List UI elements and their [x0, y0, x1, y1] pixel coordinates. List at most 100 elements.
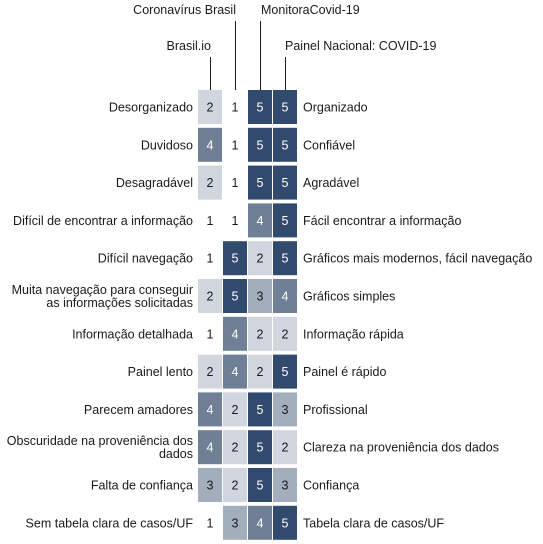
heatmap-cell: [273, 165, 297, 200]
cell-value: 3: [282, 403, 289, 417]
cell-value: 5: [282, 176, 289, 190]
cell-value: 5: [257, 138, 264, 152]
heatmap-cell: [273, 241, 297, 276]
heatmap-cell: [273, 505, 297, 540]
heatmap-cell: [248, 90, 272, 124]
cell-value: 5: [282, 516, 289, 530]
right-adjective-label: Fácil encontrar a informação: [303, 214, 461, 228]
heatmap-cell: [223, 430, 247, 465]
left-adjective-label: Painel lento: [128, 365, 193, 379]
cell-value: 2: [232, 441, 239, 455]
heatmap-cell: [198, 90, 222, 124]
left-adjective-label: Duvidoso: [141, 138, 193, 152]
cell-value: 1: [232, 214, 239, 228]
heatmap-cell: [273, 468, 297, 502]
cell-value: 4: [257, 214, 264, 228]
cell-value: 2: [232, 403, 239, 417]
heatmap-cell: [248, 505, 272, 540]
heatmap-cell: [248, 316, 272, 351]
cell-value: 5: [257, 441, 264, 455]
heatmap-cell: [223, 165, 247, 200]
right-adjective-label: Informação rápida: [303, 327, 404, 341]
heatmap-cell: [223, 316, 247, 351]
left-adjective-label: Difícil de encontrar a informação: [13, 214, 193, 228]
cell-value: 4: [207, 403, 214, 417]
heatmap-cell: [248, 127, 272, 162]
heatmap-cell: [223, 354, 247, 389]
cell-value: 5: [232, 252, 239, 266]
cell-value: 1: [232, 176, 239, 190]
right-adjective-label: Gráficos simples: [303, 290, 395, 304]
cell-value: 4: [207, 441, 214, 455]
cell-value: 1: [232, 101, 239, 115]
cell-value: 2: [282, 441, 289, 455]
heatmap-cell: [273, 127, 297, 162]
left-adjective-label: Desagradável: [116, 176, 193, 190]
cell-value: 2: [257, 327, 264, 341]
cell-value: 5: [257, 479, 264, 493]
heatmap-cell: [248, 279, 272, 313]
heatmap-cell: [248, 392, 272, 427]
heatmap-cell: [248, 354, 272, 389]
right-adjective-label: Confiável: [303, 138, 355, 152]
cell-value: 2: [282, 327, 289, 341]
cell-value: 4: [282, 290, 289, 304]
cell-value: 1: [207, 252, 214, 266]
cell-value: 5: [257, 403, 264, 417]
heatmap-cell: [273, 203, 297, 238]
cell-value: 4: [257, 516, 264, 530]
heatmap-cell: [198, 165, 222, 200]
heatmap-cell: [248, 241, 272, 276]
heatmap-cell: [248, 468, 272, 502]
column-header: Painel Nacional: COVID-19: [285, 39, 437, 53]
heatmap-cell: [198, 392, 222, 427]
cell-value: 1: [232, 138, 239, 152]
cell-value: 4: [232, 365, 239, 379]
left-adjective-label: Falta de confiança: [91, 479, 193, 493]
left-adjective-label: Obscuridade na proveniência dos: [7, 434, 193, 448]
cell-value: 3: [232, 516, 239, 530]
heatmap-cell: [223, 392, 247, 427]
heatmap-cell: [198, 203, 222, 238]
cell-value: 4: [232, 327, 239, 341]
left-adjective-label: Informação detalhada: [72, 327, 193, 341]
cell-value: 1: [207, 214, 214, 228]
left-adjective-label: Muita navegação para conseguir: [12, 283, 193, 297]
cell-value: 5: [232, 290, 239, 304]
heatmap-cell: [198, 127, 222, 162]
heatmap-cell: [223, 505, 247, 540]
heatmap-cell: [248, 430, 272, 465]
right-adjective-label: Tabela clara de casos/UF: [303, 516, 444, 530]
column-header: MonitoraCovid-19: [261, 3, 360, 17]
heatmap-cell: [223, 90, 247, 124]
column-header: Brasil.io: [167, 39, 212, 53]
cell-value: 5: [282, 365, 289, 379]
cell-value: 2: [257, 365, 264, 379]
cell-value: 5: [282, 252, 289, 266]
heatmap-cell: [198, 505, 222, 540]
heatmap-cell: [223, 279, 247, 313]
cell-value: 5: [282, 138, 289, 152]
cell-value: 5: [282, 214, 289, 228]
heatmap-cell: [198, 279, 222, 313]
right-adjective-label: Gráficos mais modernos, fácil navegação: [303, 252, 532, 266]
heatmap-cell: [223, 127, 247, 162]
heatmap-cell: [273, 90, 297, 124]
heatmap-cell: [248, 165, 272, 200]
left-adjective-label: dados: [159, 447, 193, 461]
column-header: Coronavírus Brasil: [133, 3, 236, 17]
heatmap-cell: [223, 241, 247, 276]
cell-value: 2: [207, 290, 214, 304]
right-adjective-label: Agradável: [303, 176, 359, 190]
cell-value: 3: [207, 479, 214, 493]
right-adjective-label: Confiança: [303, 479, 359, 493]
heatmap-cell: [273, 430, 297, 465]
heatmap-cell: [198, 468, 222, 502]
left-adjective-label: Parecem amadores: [84, 403, 193, 417]
cell-value: 5: [257, 101, 264, 115]
cell-value: 3: [257, 290, 264, 304]
cell-value: 2: [207, 365, 214, 379]
right-adjective-label: Clareza na proveniência dos dados: [303, 441, 499, 455]
heatmap-cell: [223, 203, 247, 238]
